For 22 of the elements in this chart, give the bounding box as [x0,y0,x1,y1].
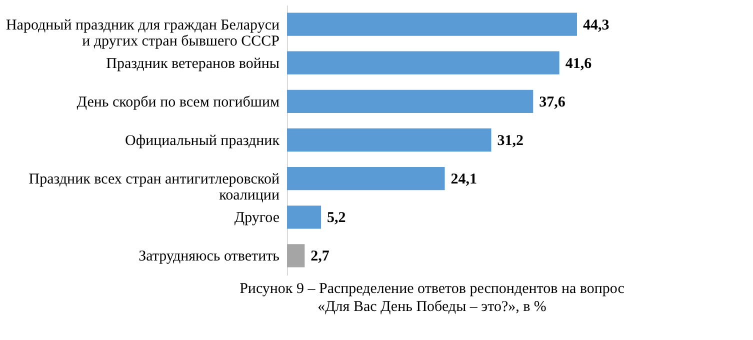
y-tick-label: Праздник всех стран антигитлеровской коалиции [28,172,280,204]
data-label: 2,7 [310,248,330,265]
bar [287,206,322,229]
y-tick-label: Праздник ветеранов войны [106,56,280,72]
y-tick-label: Другое [234,210,280,226]
data-label: 44,3 [583,17,610,34]
y-tick-label: Официальный праздник [125,133,280,149]
bar [287,90,534,113]
data-label: 24,1 [450,172,478,188]
bar [287,51,560,74]
bar [287,167,445,190]
y-tick-label: Затрудняюсь ответить [138,248,280,265]
bar [287,12,577,36]
y-tick-label: Народный праздник для граждан Беларуси и других стран бывшего СССР [6,17,280,50]
data-label: 5,2 [327,210,346,226]
text: Рисунок 9 – Распределение ответов респондентов на вопрос «Для Вас День Победы – это?», в % [240,281,625,315]
data-label: 41,6 [565,56,592,72]
data-label: 37,6 [539,94,566,110]
bar [287,128,492,152]
data-label: 31,2 [497,133,524,149]
bar [287,244,305,268]
y-tick-label: День скорби по всем погибшим [76,94,280,110]
